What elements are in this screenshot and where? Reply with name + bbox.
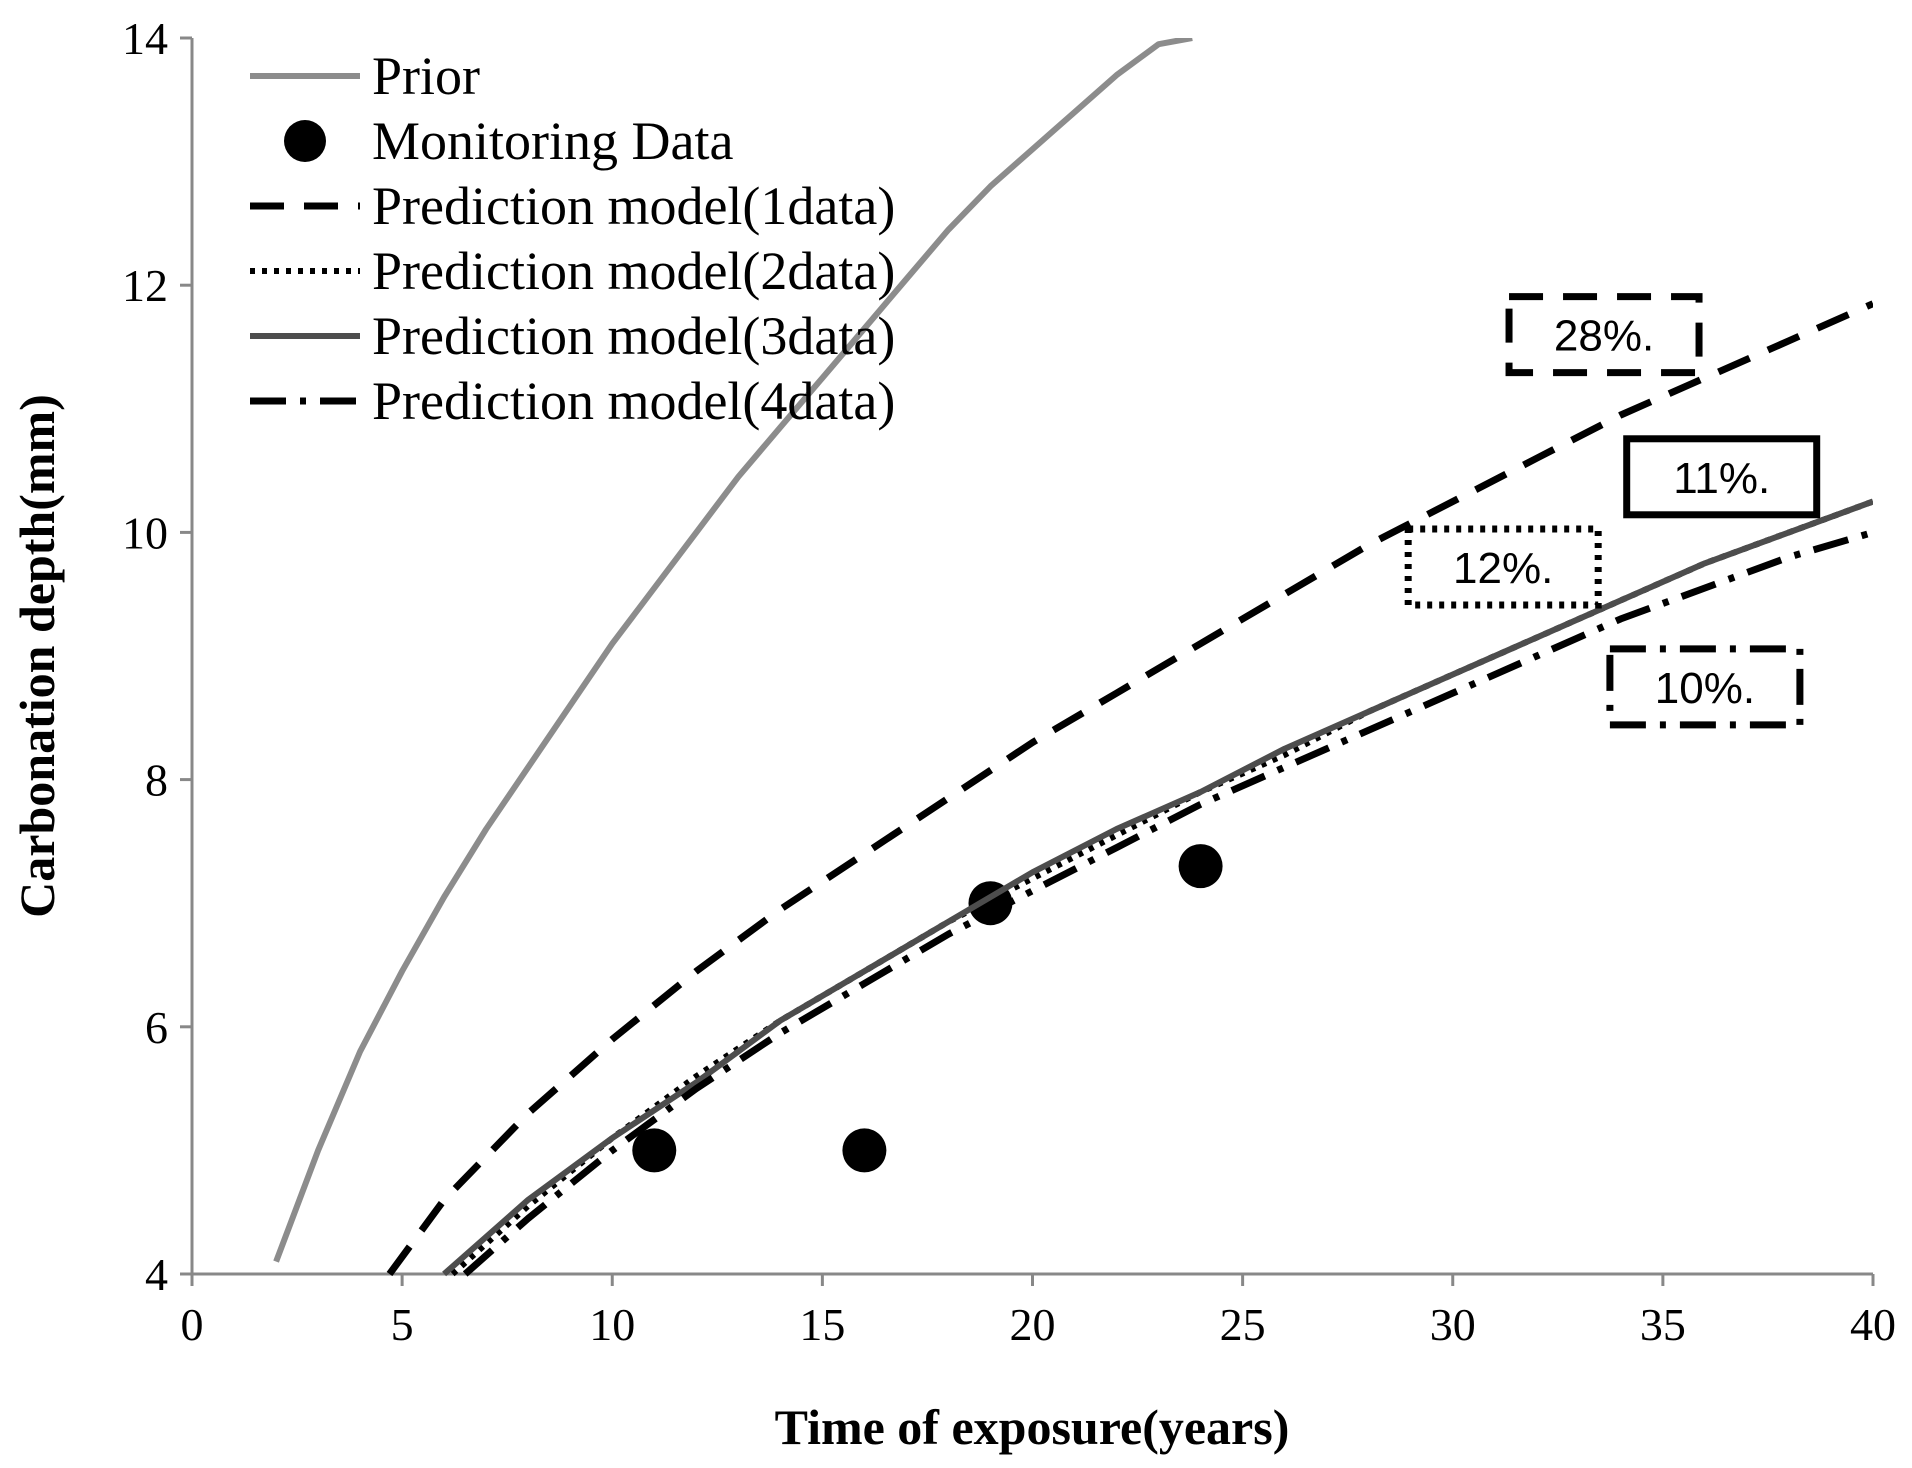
- x-tick-label: 35: [1640, 1299, 1686, 1350]
- y-tick-label: 14: [122, 13, 168, 64]
- prediction-model-3data-line: [442, 498, 1873, 1277]
- legend-label: Monitoring Data: [372, 111, 733, 171]
- legend-label: Prediction model(4data): [372, 371, 895, 431]
- y-tick-label: 12: [122, 260, 168, 311]
- annotation-box: [1404, 525, 1602, 609]
- x-tick-label: 40: [1850, 1299, 1896, 1350]
- monitoring-data-point: [1178, 844, 1223, 889]
- annotation-box: [1505, 293, 1703, 377]
- monitoring-data-point: [842, 1128, 887, 1173]
- x-axis-title: Time of exposure(years): [775, 1399, 1290, 1455]
- series-layer: [273, 38, 1873, 1277]
- legend-label: Prediction model(3data): [372, 306, 895, 366]
- axis-ticks: 0 5 10 15 20 25 30 35 40 4 6 8 10 12 14: [122, 13, 1896, 1350]
- annotation-label: 28%.: [1554, 312, 1654, 361]
- x-tick-label: 30: [1430, 1299, 1476, 1350]
- x-tick-label: 0: [181, 1299, 204, 1350]
- monitoring-data-point: [632, 1128, 677, 1173]
- annotation-box: [1606, 645, 1804, 729]
- annotation-label: 11%.: [1673, 454, 1770, 503]
- y-tick-label: 6: [145, 1002, 168, 1053]
- annotation-label: 12%.: [1453, 544, 1553, 593]
- legend-label: Prediction model(1data): [372, 176, 895, 236]
- annotation-label: 10%.: [1655, 664, 1755, 713]
- x-tick-label: 10: [589, 1299, 635, 1350]
- annotation-box: [1623, 435, 1821, 519]
- x-tick-label: 5: [391, 1299, 414, 1350]
- x-tick-label: 20: [1010, 1299, 1056, 1350]
- annotations: 28%. 11%. 12%. 10%.: [1404, 293, 1821, 729]
- y-tick-label: 4: [145, 1249, 168, 1300]
- legend-label: Prior: [372, 46, 480, 106]
- legend-label: Prediction model(2data): [372, 241, 895, 301]
- legend-marker: [284, 120, 326, 162]
- y-axis-title: Carbonation depth(mm): [9, 394, 65, 918]
- y-tick-label: 10: [122, 507, 168, 558]
- x-tick-label: 25: [1220, 1299, 1266, 1350]
- prediction-model-1data-line: [386, 300, 1873, 1277]
- x-tick-label: 15: [799, 1299, 845, 1350]
- prior-line: [273, 38, 1193, 1263]
- y-tick-label: 8: [145, 755, 168, 806]
- prediction-model-4data-line: [462, 529, 1873, 1277]
